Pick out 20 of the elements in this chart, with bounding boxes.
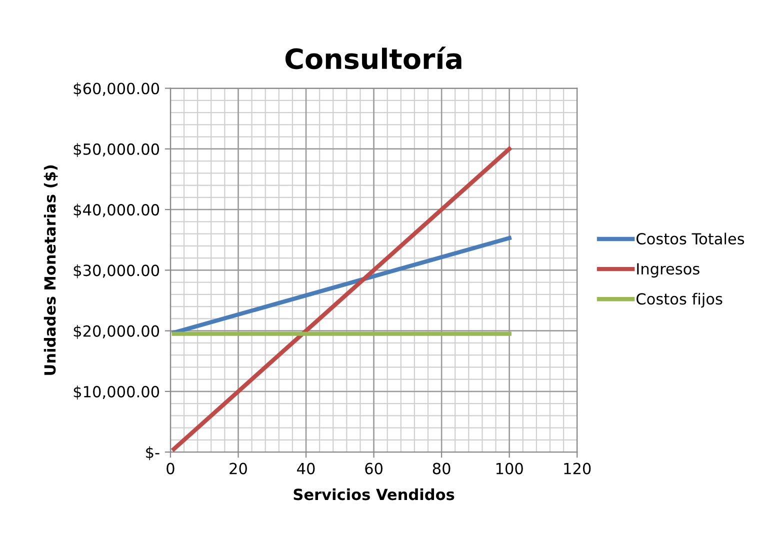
x-tick-label: 100 <box>496 462 523 474</box>
y-tick-label: $50,000.00 <box>74 143 160 157</box>
legend-label: Ingresos <box>637 263 700 278</box>
y-axis-title: Unidades Monetarias ($) <box>44 165 58 375</box>
y-tick-label: $40,000.00 <box>74 204 160 218</box>
legend-label: Costos fijos <box>636 292 722 308</box>
x-tick-label: 120 <box>564 462 591 474</box>
y-tick-label: $10,000.00 <box>74 386 160 400</box>
y-tick-label: $30,000.00 <box>74 264 160 278</box>
legend-label: Costos Totales <box>636 232 744 245</box>
chart-title: Consultoría <box>285 46 462 70</box>
x-tick-label: 20 <box>230 462 247 474</box>
x-axis-title: Servicios Vendidos <box>294 488 454 500</box>
x-tick-label: 40 <box>297 462 315 474</box>
x-tick-label: 0 <box>166 462 174 474</box>
y-tick-label: $- <box>146 446 160 460</box>
y-tick-label: $60,000.00 <box>74 82 160 96</box>
y-tick-label: $20,000.00 <box>74 325 160 339</box>
x-tick-label: 80 <box>432 462 450 474</box>
x-tick-label: 60 <box>365 462 382 474</box>
